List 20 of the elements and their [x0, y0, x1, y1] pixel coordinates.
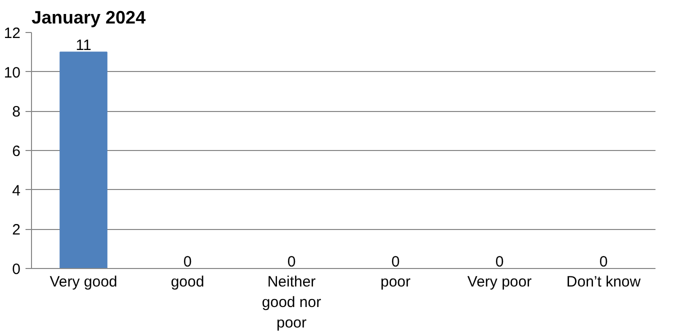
x-tick-label: good	[170, 274, 204, 290]
y-tick-label: 6	[12, 143, 20, 160]
data-label: 0	[391, 254, 400, 270]
y-tick-label: 0	[12, 261, 20, 278]
y-tick-label: 4	[12, 182, 20, 200]
x-tick-label: poor	[380, 274, 411, 290]
data-label: 0	[287, 254, 296, 270]
y-tick-label: 10	[4, 64, 21, 82]
data-label: 0	[599, 254, 608, 270]
chart-title: January 2024	[32, 8, 146, 28]
data-label: 0	[495, 254, 504, 270]
x-tick-label: Very good	[50, 274, 118, 290]
x-tick-label: Very poor	[467, 274, 532, 290]
y-tick-label: 12	[4, 25, 21, 42]
data-label: 11	[76, 37, 92, 54]
y-tick-label: 8	[12, 104, 20, 121]
x-tick-label: Neither good nor poor	[262, 274, 322, 332]
y-tick-label: 2	[12, 222, 20, 239]
x-tick-label: Don’t know	[566, 274, 641, 290]
data-label: 0	[183, 254, 192, 270]
